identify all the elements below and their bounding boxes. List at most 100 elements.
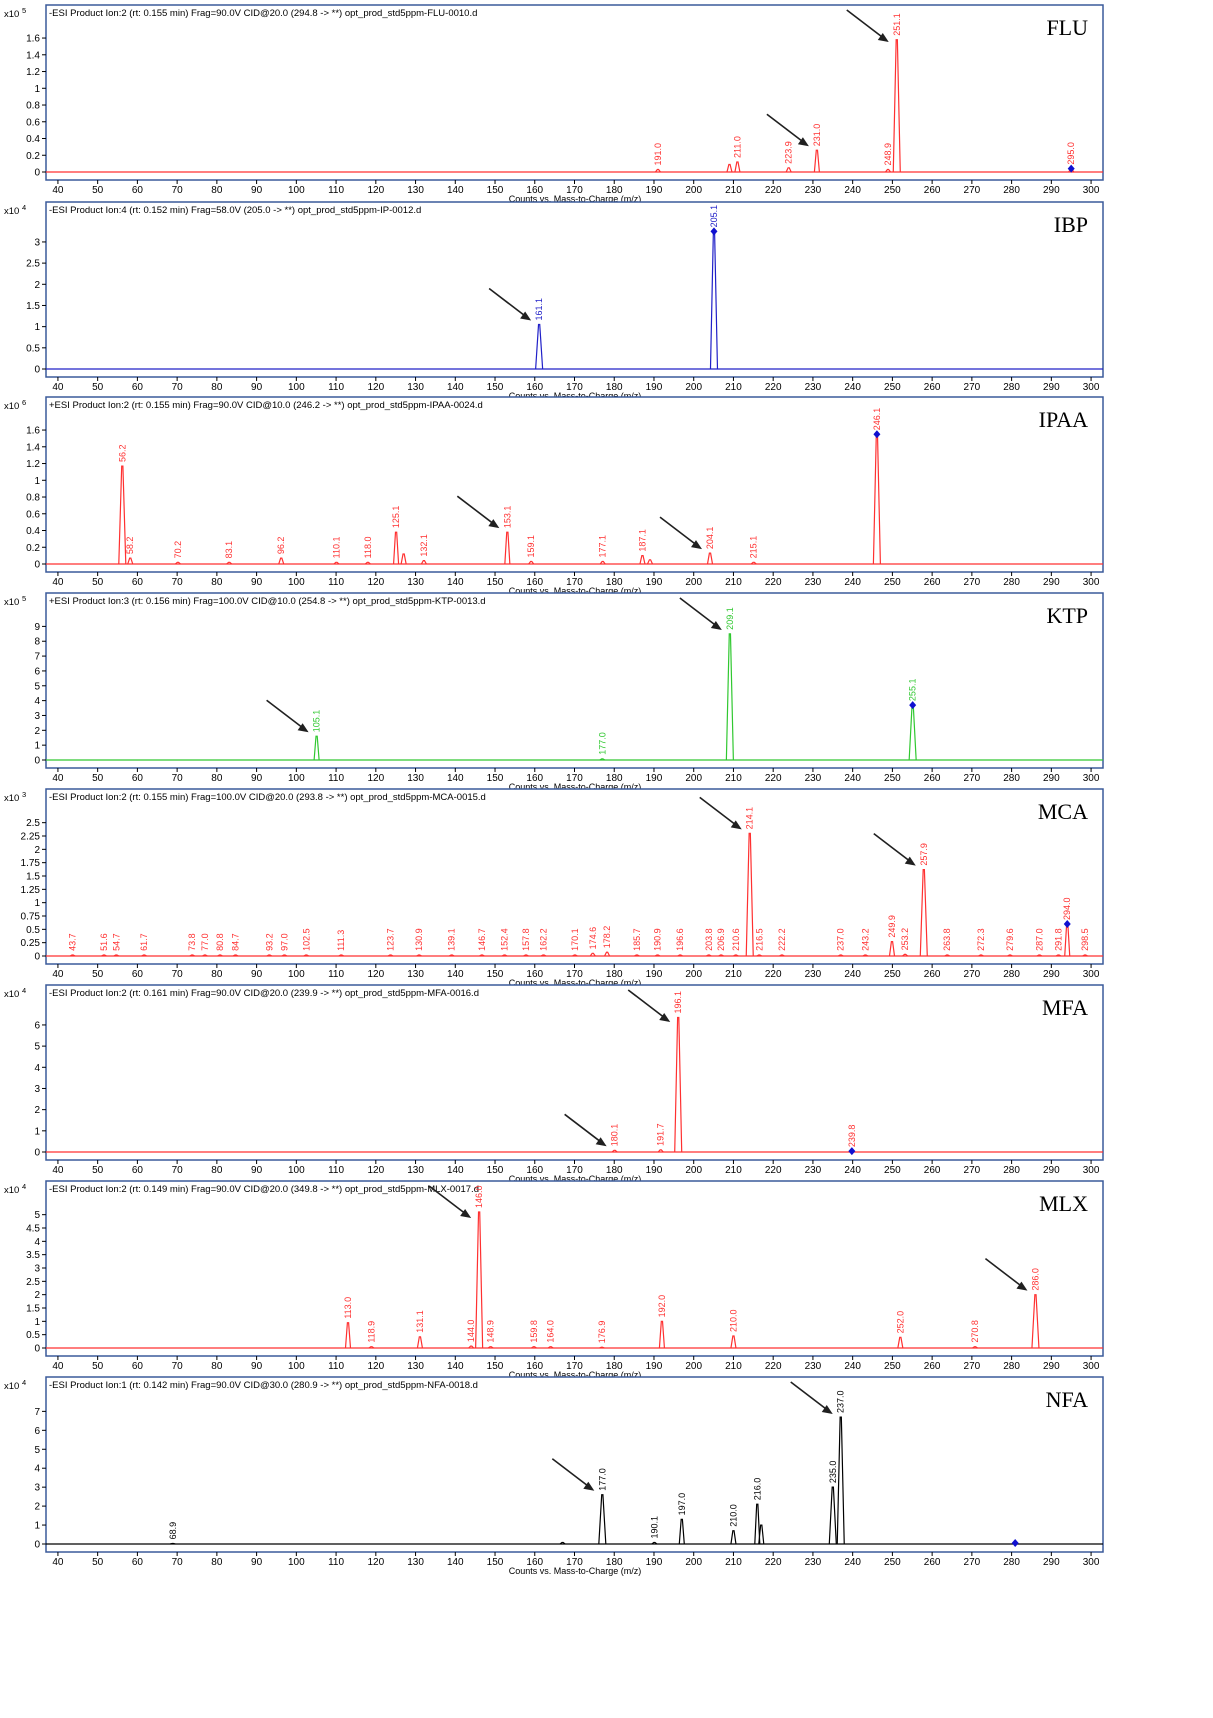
peak-249.9 [888,941,896,957]
x-tick-label: 110 [328,1361,344,1372]
peak-label: 161.1 [534,298,544,321]
peak-label: 118.0 [363,536,373,558]
x-tick-label: 170 [566,185,583,196]
peak-209.1 [725,633,734,761]
peak-164 [547,1346,554,1349]
x-tick-label: 110 [328,969,344,980]
x-tick-label: 230 [805,773,822,784]
x-tick-label: 50 [92,1557,104,1568]
x-tick-label: 70 [172,1165,184,1176]
precursor-diamond-marker [848,1147,856,1156]
peak-251.1 [892,39,901,173]
x-tick-label: 120 [367,773,384,784]
x-tick-label: 130 [407,969,424,980]
compound-name: MCA [1038,799,1088,824]
peak-label: 174.6 [588,927,598,950]
x-tick-label: 220 [765,1361,782,1372]
y-tick-label: 0.8 [26,493,40,504]
x-tick-label: 90 [251,577,263,588]
x-tick-label: 80 [211,577,223,588]
x-axis-label: Counts vs. Mass-to-Charge (m/z) [509,194,642,204]
peak-label: 231.0 [812,124,822,147]
peak-label: 132.1 [419,534,429,557]
peak-label: 139.1 [447,928,457,951]
peak-214.1 [745,832,754,957]
y-tick-label: 0.75 [21,912,41,923]
peak-180.1 [611,1149,618,1153]
x-tick-label: 40 [52,185,64,196]
y-scale-exponent: 5 [22,594,26,603]
peak-146 [475,1211,484,1349]
x-tick-label: 280 [1003,1361,1020,1372]
x-tick-label: 230 [805,577,822,588]
x-tick-label: 170 [566,1165,583,1176]
peak-191.7 [657,1149,664,1153]
x-tick-label: 240 [844,1165,861,1176]
x-tick-label: 290 [1043,773,1060,784]
x-tick-label: 150 [487,1361,504,1372]
y-tick-label: 1.6 [26,34,40,45]
peak-243.2 [862,954,869,957]
x-axis-label: Counts vs. Mass-to-Charge (m/z) [509,586,642,596]
x-tick-label: 190 [646,1165,663,1176]
x-tick-label: 130 [407,1165,424,1176]
peak-167 [559,1541,566,1545]
x-tick-label: 70 [172,382,184,393]
arrow-head [595,1137,607,1147]
x-tick-label: 150 [487,577,504,588]
x-tick-label: 210 [725,773,742,784]
spectrum-svg: -ESI Product Ion:1 (rt: 0.142 min) Frag=… [4,1376,1104,1576]
peak-label: 216.5 [754,928,764,951]
x-tick-label: 190 [646,1557,663,1568]
y-tick-label: 0.5 [26,1330,40,1341]
x-tick-label: 160 [526,185,543,196]
peak-label: 93.2 [264,933,274,951]
peak-190.9 [654,954,661,957]
x-tick-label: 90 [251,1165,263,1176]
x-tick-label: 190 [646,185,663,196]
x-tick-label: 70 [172,773,184,784]
x-tick-label: 70 [172,1361,184,1372]
x-tick-label: 140 [447,1165,464,1176]
peak-257.9 [919,869,928,957]
peak-label: 110.1 [331,536,341,558]
y-tick-label: 3 [34,711,40,722]
x-axis-label: Counts vs. Mass-to-Charge (m/z) [509,1566,642,1576]
peak-label: 162.2 [539,928,549,951]
x-tick-label: 220 [765,1165,782,1176]
y-tick-label: 0.8 [26,101,40,112]
peak-161.1 [535,323,544,370]
x-tick-label: 270 [964,969,981,980]
peak-label: 56.2 [117,445,127,463]
peak-210 [730,1335,737,1349]
arrow-head [710,621,722,630]
peak-159.8 [531,1346,537,1349]
peak-label: 185.7 [632,928,642,951]
peak-label: 144.0 [466,1320,476,1343]
spectrum-svg: -ESI Product Ion:2 (rt: 0.149 min) Frag=… [4,1180,1104,1380]
peak-label: 210.0 [728,1504,738,1527]
y-tick-label: 1.5 [26,301,40,312]
peak-label: 196.1 [673,991,683,1014]
peak-185.7 [634,954,640,957]
y-tick-label: 2 [34,845,40,856]
plot-frame [45,984,1104,1161]
peak-177.1 [599,560,606,565]
peak-label: 176.9 [597,1321,607,1344]
y-tick-label: 1.5 [26,872,40,883]
x-tick-label: 160 [526,773,543,784]
y-tick-label: 7 [34,1407,40,1418]
x-tick-label: 270 [964,577,981,588]
x-tick-label: 120 [367,185,384,196]
spectrum-panel-nfa: -ESI Product Ion:1 (rt: 0.142 min) Frag=… [0,1372,1213,1576]
x-tick-label: 140 [447,185,464,196]
x-tick-label: 60 [132,185,144,196]
annotation-arrow [428,1185,468,1216]
x-tick-label: 120 [367,577,384,588]
arrow-head [904,856,916,866]
x-tick-label: 160 [526,969,543,980]
x-tick-label: 170 [566,577,583,588]
x-tick-label: 160 [526,1557,543,1568]
x-tick-label: 100 [288,1361,305,1372]
x-tick-label: 110 [328,185,344,196]
